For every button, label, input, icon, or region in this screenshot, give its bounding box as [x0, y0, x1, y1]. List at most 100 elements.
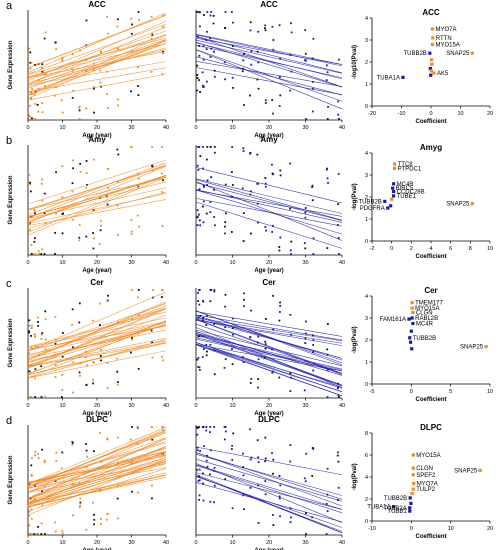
panel-b-downregulated-plot-data-point — [304, 216, 307, 219]
panel-c-downregulated-plot-data-point — [256, 341, 259, 344]
panel-a-upregulated-plot-data-point — [54, 41, 57, 44]
panel-b-downregulated-plot-data-point — [242, 212, 245, 215]
panel-b-upregulated-plot-data-point — [34, 212, 36, 215]
panel-d-downregulated-plot-data-point — [223, 426, 226, 428]
panel-c-downregulated-plot-data-point — [336, 387, 339, 390]
panel-d-downregulated-plot-data-point — [199, 450, 201, 452]
panel-b-downregulated-plot-data-point — [336, 224, 339, 226]
panel-d-volcano-plot-x-tick-label: 10 — [448, 526, 454, 532]
panel-b-downregulated-plot-x-tick-label: 20 — [266, 260, 272, 266]
panel-a-upregulated-plot-title: ACC — [88, 0, 106, 9]
panel-d-upregulated-plot-data-point — [151, 484, 153, 487]
panel-a-upregulated-plot-data-point — [78, 118, 81, 120]
panel-c-upregulated-plot-data-point — [92, 319, 94, 322]
panel-d-upregulated-plot-trend-line — [27, 446, 167, 506]
panel-a-downregulated-plot-data-point — [327, 105, 329, 108]
panel-d-upregulated-plot-data-point — [62, 533, 65, 535]
panel-b-upregulated-plot-trend-line — [27, 176, 167, 218]
panel-d-volcano-plot-x-tick-label: 20 — [487, 526, 493, 532]
panel-d-downregulated-plot-data-point — [304, 480, 307, 483]
panel-a-upregulated-plot-trend-line — [27, 37, 167, 75]
panel-b-upregulated-plot-data-point — [34, 253, 36, 255]
panel-c-volcano-plot-x-label: Coefficient — [415, 397, 446, 403]
panel-b-volcano-plot-y-label: -log(Pval) — [352, 183, 358, 210]
panel-d-upregulated-plot-data-point — [151, 497, 153, 500]
panel-d-downregulated-plot-data-point — [303, 477, 306, 480]
panel-a-downregulated-plot-data-point — [202, 45, 205, 48]
panel-d-upregulated-plot-data-point — [41, 448, 44, 451]
panel-b-downregulated-plot-trend-line — [195, 198, 343, 227]
panel-d-downregulated-plot-trend-line — [195, 482, 343, 523]
panel-b-upregulated-plot-data-point — [161, 225, 164, 227]
panel-c-upregulated-plot-data-point — [137, 332, 140, 335]
panel-a-downregulated-plot-data-point — [242, 59, 245, 62]
panel-c-downregulated-plot-trend-line — [195, 323, 343, 374]
panel-a-upregulated-plot-data-point — [85, 107, 88, 110]
panel-a-downregulated-plot-data-point — [304, 59, 306, 62]
panel-a-upregulated-plot-data-point — [92, 87, 95, 90]
panel-c-downregulated-plot-x-tick-label: 20 — [266, 403, 272, 409]
panel-c-upregulated-plot-data-point — [40, 333, 43, 336]
panel-d-upregulated-plot-x-tick-label: 10 — [59, 540, 65, 546]
panel-a-downregulated-plot-x-tick-label: 40 — [339, 125, 345, 131]
panel-b-downregulated-plot-data-point — [326, 167, 328, 170]
panel-c-upregulated-plot-trend-line — [27, 317, 167, 348]
panel-d-upregulated-plot-data-point — [131, 490, 133, 493]
panel-c-upregulated-plot-data-point — [33, 377, 36, 380]
panel-d-volcano-plot-point — [411, 473, 415, 477]
panel-a-upregulated-plot-data-point — [85, 59, 88, 62]
panel-c-downregulated-plot-data-point — [271, 348, 274, 351]
panel-a-downregulated-plot-data-point — [290, 31, 293, 34]
panel-a-upregulated-plot-data-point — [29, 51, 32, 54]
panel-b-downregulated-plot-data-point — [202, 200, 205, 203]
panel-a-upregulated-plot-data-point — [161, 73, 164, 76]
panel-a-upregulated-plot-data-point — [31, 92, 33, 95]
panel-c-downregulated-plot-data-point — [257, 386, 260, 389]
panel-a-upregulated-plot-data-point — [162, 52, 165, 55]
panel-b-volcano-plot-point — [390, 197, 394, 201]
panel-c-downregulated-plot-data-point — [206, 350, 208, 353]
panel-c-downregulated-plot-data-point — [279, 301, 281, 304]
panel-c-upregulated-plot-trend-line — [27, 350, 167, 379]
panel-b-upregulated-plot-data-point — [137, 173, 139, 176]
panel-b-upregulated-plot-trend-line — [27, 181, 167, 217]
panel-c-volcano-plot-y-tick-label: 2 — [365, 338, 368, 344]
panel-a-upregulated-plot-data-point — [117, 47, 120, 50]
panel-b-upregulated-plot-data-point — [37, 253, 40, 255]
panel-d-downregulated-plot-data-point — [213, 426, 216, 428]
panel-d-downregulated-plot-data-point — [196, 426, 199, 428]
panel-d-upregulated-plot-data-point — [37, 533, 40, 535]
panel-d-downregulated-plot-data-point — [213, 501, 215, 504]
panel-b-upregulated-plot-x-tick-label: 20 — [94, 260, 100, 266]
panel-a-volcano-plot-point-label: TUBB2B — [403, 51, 426, 57]
panel-c-upregulated-plot-data-point — [78, 302, 81, 305]
panel-d-downregulated-plot-data-point — [242, 466, 244, 469]
panel-a-upregulated-plot-data-point — [116, 25, 119, 28]
panel-b-upregulated-plot-data-point — [33, 209, 36, 211]
panel-b-downregulated-plot-data-point — [196, 164, 199, 167]
panel-a-upregulated-plot-data-point — [72, 89, 75, 92]
panel-a-upregulated-plot-data-point — [151, 32, 154, 35]
panel-d-upregulated-plot-data-point — [78, 481, 81, 484]
panel-b-downregulated-plot-data-point — [256, 153, 259, 156]
panel-b-upregulated-plot-data-point — [161, 191, 164, 193]
panel-c-downregulated-plot-data-point — [232, 327, 234, 329]
panel-b-downregulated-plot-title: Amy — [260, 135, 278, 144]
panel-c-downregulated-plot-data-point — [326, 322, 329, 325]
panel-b-upregulated-plot-data-point — [92, 208, 95, 211]
panel-a-downregulated-plot-data-point — [312, 87, 314, 90]
panel-a-downregulated-plot-trend-line — [195, 61, 343, 87]
panel-d-upregulated-plot-data-point — [40, 522, 43, 525]
panel-c-upregulated-plot-data-point — [62, 332, 64, 334]
panel-b-upregulated-plot-data-point — [99, 229, 102, 232]
panel-b-upregulated-plot-data-point — [33, 237, 36, 239]
panel-d-volcano-plot-point — [411, 487, 415, 491]
panel-b-upregulated-plot-data-point — [107, 186, 109, 189]
panel-a-downregulated-plot-data-point — [196, 64, 199, 67]
panel-d-downregulated-plot-data-point — [311, 475, 314, 477]
panel-c-upregulated-plot-data-point — [37, 321, 39, 323]
panel-a-volcano-plot-point — [432, 71, 436, 75]
panel-d-upregulated-plot-trend-line — [27, 438, 167, 500]
panel-c-upregulated-plot-data-point — [54, 364, 57, 366]
panel-c-downregulated-plot-trend-line — [195, 317, 343, 342]
